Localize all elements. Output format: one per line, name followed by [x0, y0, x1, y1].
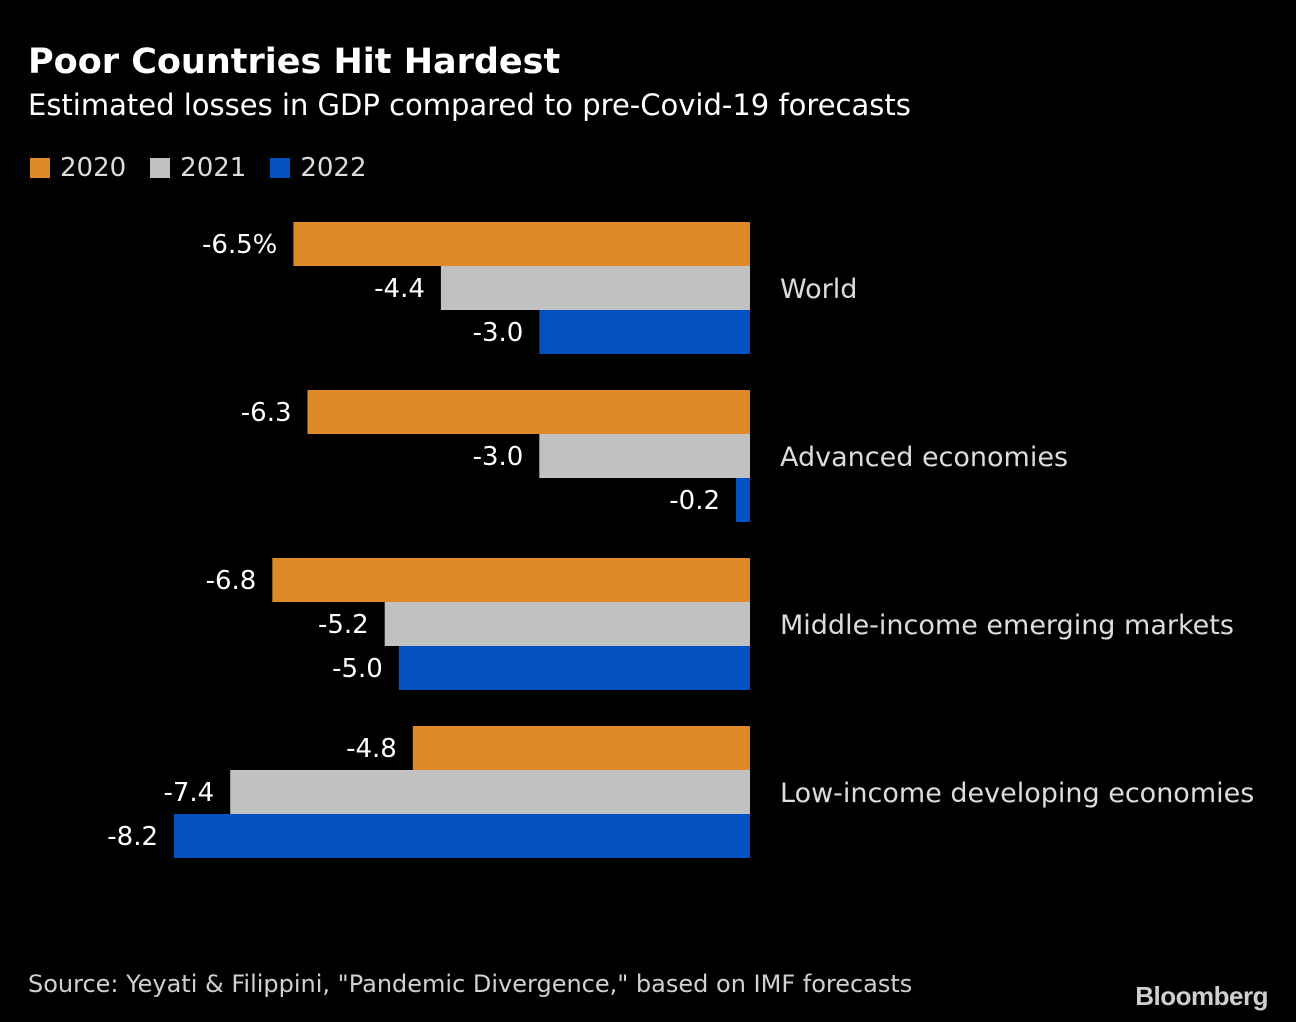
data-label-world-2020: -6.5%	[202, 230, 277, 260]
bar-advanced-economies-2021	[539, 434, 750, 478]
bar-advanced-economies-2020	[307, 390, 750, 434]
bar-world-2022	[539, 310, 750, 354]
category-label-low-income-developing-economies: Low-income developing economies	[780, 778, 1254, 809]
legend-item-2022: 2022	[270, 150, 367, 186]
data-label-advanced-economies-2022: -0.2	[669, 486, 720, 516]
category-label-middle-income-emerging-markets: Middle-income emerging markets	[780, 610, 1234, 641]
legend-item-2020: 2020	[30, 150, 126, 186]
legend-swatch-2021	[150, 158, 171, 178]
data-label-low-income-developing-economies-2021: -7.4	[163, 778, 214, 808]
bar-middle-income-emerging-markets-2020	[272, 558, 750, 602]
legend-swatch-2020	[30, 158, 50, 178]
legend-swatch-2022	[270, 158, 291, 178]
bar-low-income-developing-economies-2022	[174, 814, 750, 858]
bar-middle-income-emerging-markets-2022	[398, 646, 750, 690]
bloomberg-logo: Bloomberg	[1135, 981, 1268, 1011]
data-label-world-2021: -4.4	[374, 274, 425, 304]
data-label-low-income-developing-economies-2020: -4.8	[346, 734, 397, 764]
bar-advanced-economies-2022	[736, 478, 750, 522]
legend-label-2020: 2020	[60, 153, 127, 183]
legend: 2020 2021 2022	[30, 150, 367, 186]
bar-low-income-developing-economies-2020	[412, 726, 750, 770]
data-label-middle-income-emerging-markets-2021: -5.2	[318, 610, 369, 640]
data-label-world-2022: -3.0	[473, 318, 524, 348]
data-label-middle-income-emerging-markets-2020: -6.8	[206, 566, 257, 596]
legend-label-2022: 2022	[300, 153, 367, 183]
source-note: Source: Yeyati & Filippini, "Pandemic Di…	[28, 970, 913, 998]
data-label-advanced-economies-2021: -3.0	[473, 442, 524, 472]
data-label-middle-income-emerging-markets-2022: -5.0	[332, 654, 383, 684]
legend-label-2021: 2021	[180, 153, 247, 183]
legend-item-2021: 2021	[150, 150, 246, 186]
bar-world-2021	[440, 266, 750, 310]
bar-middle-income-emerging-markets-2021	[384, 602, 750, 646]
bar-world-2020	[293, 222, 750, 266]
chart-title: Poor Countries Hit Hardest	[28, 42, 561, 82]
data-label-low-income-developing-economies-2022: -8.2	[107, 822, 158, 852]
category-label-world: World	[780, 274, 857, 305]
chart-subtitle: Estimated losses in GDP compared to pre-…	[28, 88, 911, 122]
bar-low-income-developing-economies-2021	[230, 770, 750, 814]
data-label-advanced-economies-2020: -6.3	[241, 398, 292, 428]
category-label-advanced-economies: Advanced economies	[780, 442, 1068, 473]
